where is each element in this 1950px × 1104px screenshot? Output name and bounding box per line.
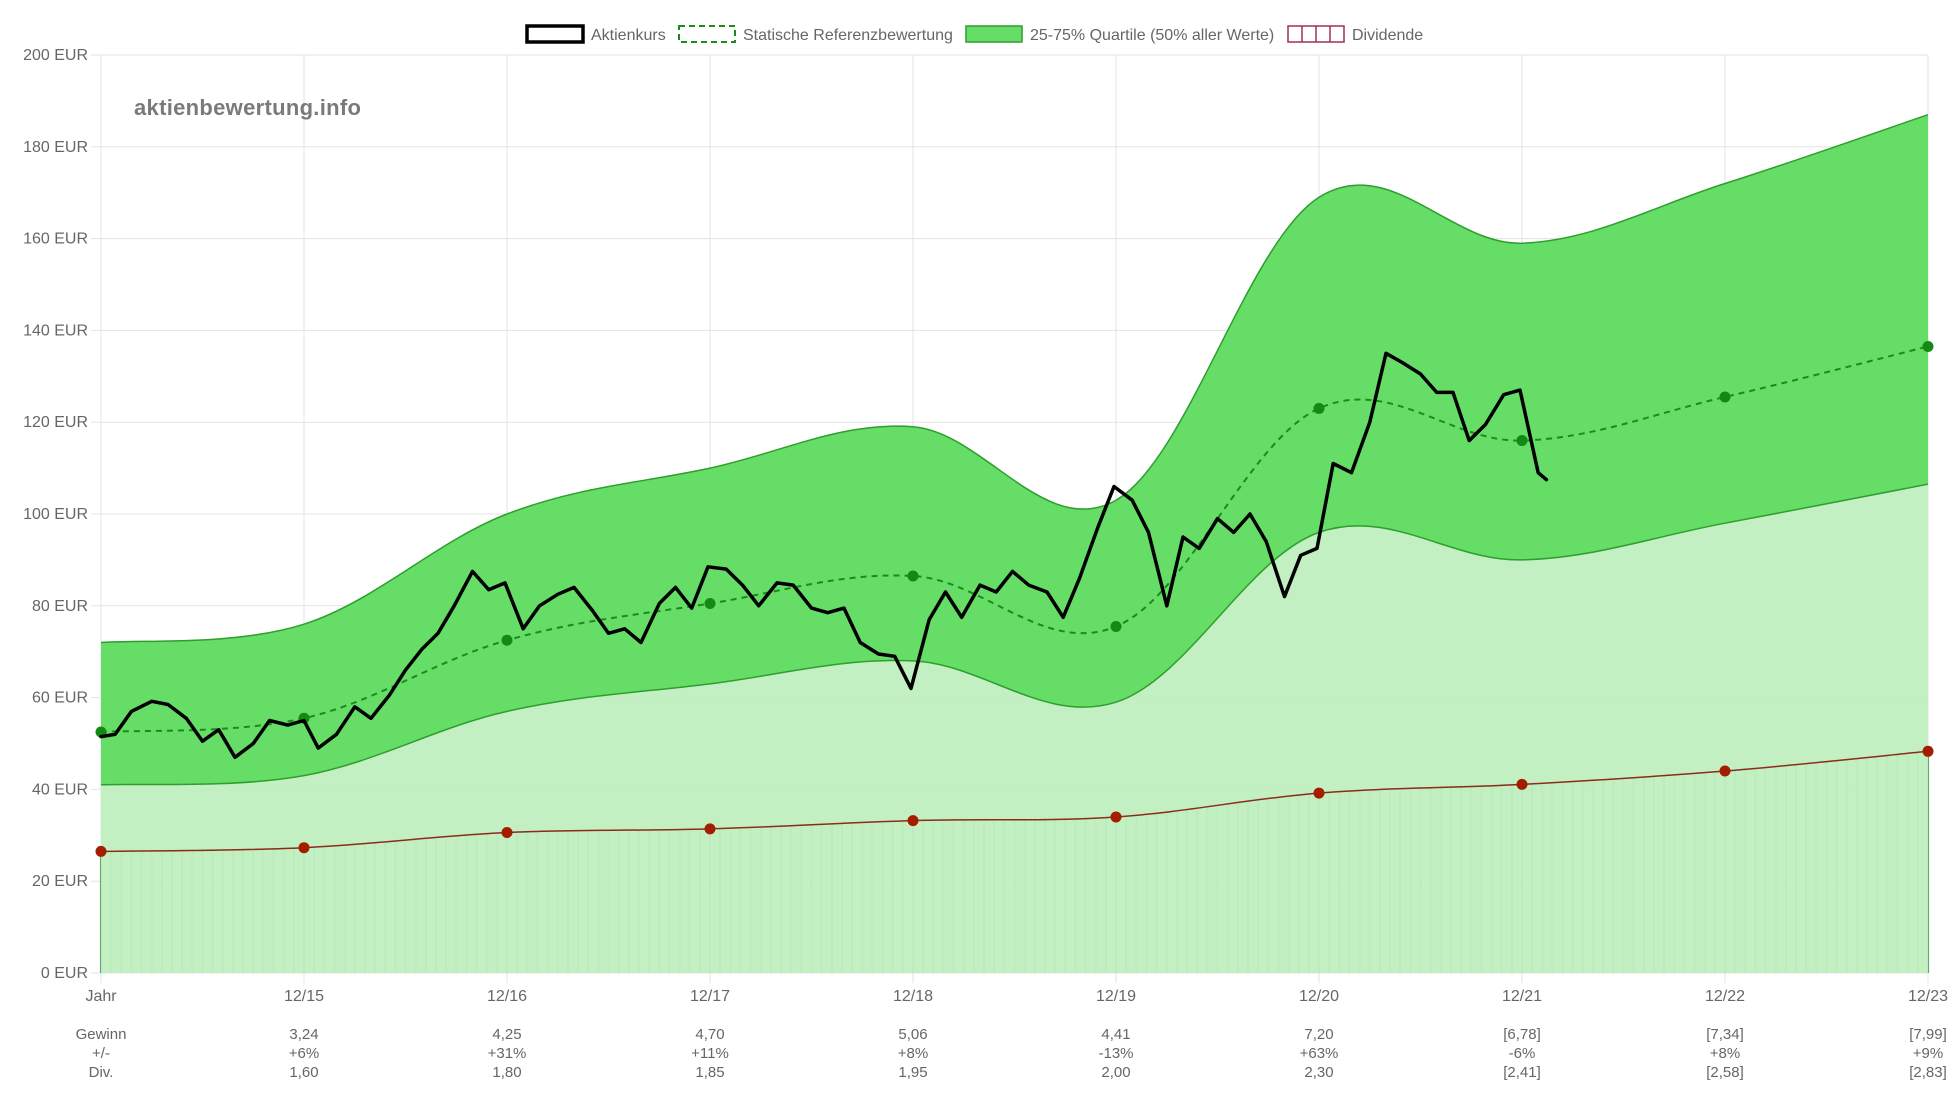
table-cell: 4,25 bbox=[492, 1026, 521, 1043]
quartile-upper-line bbox=[100, 113, 1929, 644]
legend-item[interactable]: Dividende bbox=[1287, 25, 1423, 44]
stock-price-series bbox=[99, 351, 1549, 760]
y-tick-label: 160 EUR bbox=[23, 231, 88, 248]
table-cell: 1,95 bbox=[898, 1064, 927, 1081]
reference-point bbox=[1313, 402, 1325, 414]
table-cell: 7,20 bbox=[1304, 1026, 1333, 1043]
table-cell: [2,41] bbox=[1503, 1064, 1541, 1081]
dividend-point bbox=[95, 845, 107, 857]
table-cell: [7,34] bbox=[1706, 1026, 1744, 1043]
legend-item[interactable]: Statische Referenzbewertung bbox=[678, 25, 953, 44]
x-tick-label: Jahr bbox=[85, 988, 117, 1005]
legend-swatch-reference bbox=[678, 25, 736, 43]
table-cell: 4,70 bbox=[695, 1026, 724, 1043]
table-cell: -13% bbox=[1098, 1045, 1133, 1062]
table-cell: [6,78] bbox=[1503, 1026, 1541, 1043]
x-tick-label: 12/15 bbox=[284, 988, 324, 1005]
y-tick-label: 200 EUR bbox=[23, 47, 88, 64]
dividend-line bbox=[100, 750, 1929, 853]
reference-series bbox=[95, 340, 1934, 738]
reference-point bbox=[704, 598, 716, 610]
legend-item[interactable]: Aktienkurs bbox=[525, 24, 666, 44]
reference-point bbox=[1110, 620, 1122, 632]
legend-label: Statische Referenzbewertung bbox=[743, 27, 953, 44]
table-cell: 3,24 bbox=[289, 1026, 318, 1043]
reference-point bbox=[1516, 435, 1528, 447]
dividend-point bbox=[704, 823, 716, 835]
x-tick-label: 12/23 bbox=[1908, 988, 1948, 1005]
x-tick-label: 12/17 bbox=[690, 988, 730, 1005]
dividend-point bbox=[501, 827, 513, 839]
reference-point bbox=[907, 570, 919, 582]
legend-swatch-price bbox=[525, 24, 585, 44]
quartile-lower-area bbox=[101, 484, 1928, 973]
dividend-series bbox=[95, 745, 1934, 857]
table-cell: 1,85 bbox=[695, 1064, 724, 1081]
x-tick-label: 12/16 bbox=[487, 988, 527, 1005]
table-row-label: +/- bbox=[92, 1045, 110, 1062]
table-cell: 1,60 bbox=[289, 1064, 318, 1081]
dividend-point bbox=[1313, 787, 1325, 799]
table-cell: [2,83] bbox=[1909, 1064, 1947, 1081]
x-tick-label: 12/20 bbox=[1299, 988, 1339, 1005]
quartile-band bbox=[100, 113, 1929, 973]
y-tick-label: 60 EUR bbox=[32, 690, 88, 707]
table-cell: +11% bbox=[691, 1045, 729, 1062]
reference-line bbox=[100, 345, 1929, 734]
y-tick-label: 180 EUR bbox=[23, 139, 88, 156]
stock-price-line bbox=[99, 351, 1549, 760]
dividend-point bbox=[907, 815, 919, 827]
legend-label: Dividende bbox=[1352, 27, 1423, 44]
table-cell: +6% bbox=[289, 1045, 319, 1062]
legend[interactable]: Aktienkurs Statische Referenzbewertung 25-… bbox=[525, 24, 1423, 44]
table-cell: 2,30 bbox=[1304, 1064, 1333, 1081]
table-cell: +31% bbox=[488, 1045, 527, 1062]
legend-label: Aktienkurs bbox=[591, 27, 666, 44]
y-tick-label: 20 EUR bbox=[32, 873, 88, 890]
legend-swatch-quartile bbox=[965, 25, 1023, 43]
y-tick-label: 80 EUR bbox=[32, 598, 88, 615]
reference-point bbox=[1719, 391, 1731, 403]
table-row-label: Gewinn bbox=[76, 1026, 127, 1043]
dividend-point bbox=[1110, 811, 1122, 823]
y-tick-label: 40 EUR bbox=[32, 781, 88, 798]
x-tick-label: 12/19 bbox=[1096, 988, 1136, 1005]
table-cell: -6% bbox=[1509, 1045, 1536, 1062]
dividend-point bbox=[1922, 745, 1934, 757]
dividend-point bbox=[1516, 778, 1528, 790]
data-table: Gewinn 3,24 4,25 4,70 5,06 4,41 7,20 [6,78] [7,3… bbox=[76, 1026, 1947, 1081]
y-tick-label: 140 EUR bbox=[23, 322, 88, 339]
table-cell: [7,99] bbox=[1909, 1026, 1947, 1043]
table-cell: 4,41 bbox=[1101, 1026, 1130, 1043]
dividend-point bbox=[1719, 765, 1731, 777]
y-axis-ticks: 0 EUR 20 EUR 40 EUR 60 EUR 80 EUR 100 EUR 120 … bbox=[23, 47, 88, 982]
x-tick-label: 12/22 bbox=[1705, 988, 1745, 1005]
table-cell: [2,58] bbox=[1706, 1064, 1744, 1081]
x-tick-label: 12/18 bbox=[893, 988, 933, 1005]
quartile-band-area bbox=[101, 114, 1928, 785]
table-row-label: Div. bbox=[89, 1064, 114, 1081]
reference-point bbox=[1922, 340, 1934, 352]
table-cell: +8% bbox=[1710, 1045, 1740, 1062]
watermark: aktienbewertung.info bbox=[134, 95, 361, 120]
y-tick-label: 0 EUR bbox=[41, 965, 88, 982]
dividend-point bbox=[298, 842, 310, 854]
table-cell: +8% bbox=[898, 1045, 928, 1062]
y-tick-label: 100 EUR bbox=[23, 506, 88, 523]
table-cell: 1,80 bbox=[492, 1064, 521, 1081]
table-cell: 2,00 bbox=[1101, 1064, 1130, 1081]
legend-item[interactable]: 25-75% Quartile (50% aller Werte) bbox=[965, 25, 1274, 44]
x-tick-label: 12/21 bbox=[1502, 988, 1542, 1005]
y-tick-label: 120 EUR bbox=[23, 414, 88, 431]
x-axis-ticks: Jahr 12/15 12/16 12/17 12/18 12/19 12/20 12/21 1… bbox=[85, 988, 1948, 1005]
table-cell: +9% bbox=[1913, 1045, 1943, 1062]
reference-point bbox=[501, 634, 513, 646]
table-cell: 5,06 bbox=[898, 1026, 927, 1043]
table-cell: +63% bbox=[1300, 1045, 1339, 1062]
quartile-lower-line bbox=[100, 483, 1929, 786]
legend-label: 25-75% Quartile (50% aller Werte) bbox=[1030, 27, 1274, 44]
